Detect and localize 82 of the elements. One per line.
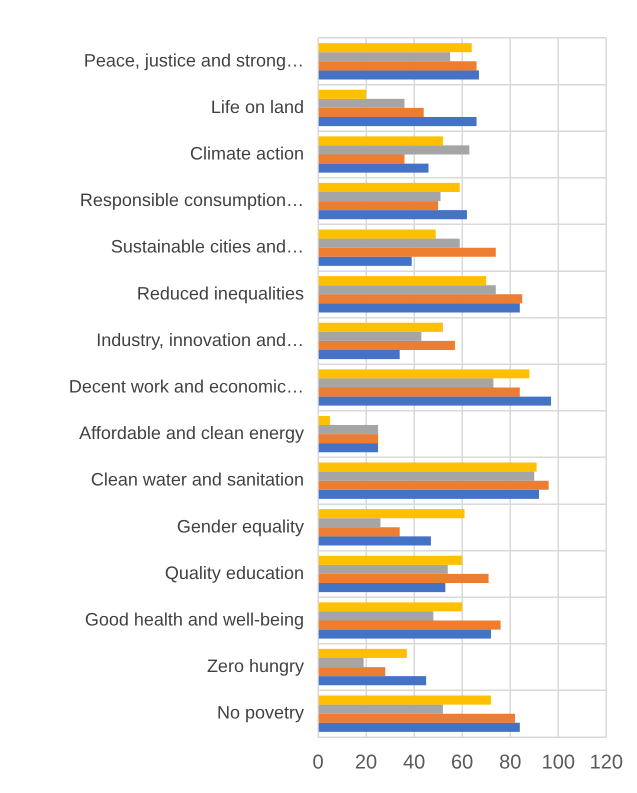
bar: [318, 536, 431, 546]
y-tick-label: Reduced inequalities: [136, 283, 304, 304]
bar: [318, 192, 441, 202]
x-tick-label: 100: [542, 752, 575, 774]
bar: [318, 116, 477, 126]
bar: [318, 388, 520, 397]
y-tick-label: Industry, innovation and…: [96, 330, 304, 350]
bar: [318, 98, 404, 108]
x-tick-label: 80: [499, 752, 522, 774]
bar: [318, 564, 448, 574]
bar: [318, 154, 404, 164]
y-tick-label: Life on land: [210, 96, 304, 117]
bar: [318, 230, 436, 239]
bar: [318, 70, 479, 80]
bar: [318, 52, 450, 62]
bar: [318, 462, 537, 472]
y-tick-label: Responsible consumption…: [80, 190, 304, 210]
y-tick-label: Zero hungry: [206, 656, 304, 676]
bar: [318, 722, 520, 732]
bar: [318, 276, 486, 286]
bar: [318, 332, 422, 341]
x-tick-label: 20: [354, 752, 378, 774]
bar: [318, 210, 467, 220]
bar: [318, 648, 407, 658]
bar: [318, 630, 491, 639]
bar: [318, 658, 364, 668]
bar: [318, 490, 540, 499]
bar: [318, 90, 366, 99]
bar: [318, 201, 438, 210]
bar: [318, 285, 496, 294]
y-tick-label: Peace, justice and strong…: [84, 50, 304, 70]
bar: [318, 416, 330, 426]
bar: [318, 182, 460, 192]
bar: [318, 248, 496, 257]
bar: [318, 527, 400, 536]
bar: [318, 303, 520, 312]
bar: [318, 611, 434, 620]
bar: [318, 238, 460, 248]
bar: [318, 556, 462, 565]
bar: [318, 350, 400, 360]
bar: [318, 61, 477, 70]
bar: [318, 472, 534, 481]
bar: [318, 574, 489, 583]
bar: [318, 714, 516, 723]
bar: [318, 696, 491, 705]
bar: [318, 369, 530, 378]
bar: [318, 582, 446, 592]
bar: [318, 378, 494, 388]
bar: [318, 136, 443, 146]
y-tick-label: Clean water and sanitation: [90, 470, 304, 490]
bar: [318, 620, 501, 630]
bar: [318, 425, 378, 434]
bar: [318, 145, 470, 154]
bar: [318, 667, 386, 676]
bar: [318, 480, 549, 490]
x-tick-label: 60: [451, 752, 474, 774]
bar: [318, 108, 424, 117]
y-tick-label: Climate action: [190, 143, 304, 164]
y-tick-label: No povetry: [216, 702, 304, 723]
bar: [318, 294, 522, 304]
bar: [318, 322, 443, 332]
x-tick-label: 120: [590, 752, 624, 774]
bar: [318, 164, 429, 173]
bar: [318, 256, 412, 266]
x-tick-label: 40: [402, 752, 426, 774]
bar: [318, 434, 378, 444]
bar: [318, 602, 462, 612]
bar: [318, 704, 443, 714]
x-tick-label: 0: [312, 752, 324, 774]
bar: [318, 443, 378, 452]
bar: [318, 396, 552, 406]
bar: [318, 676, 426, 686]
y-tick-label: Sustainable cities and…: [110, 236, 304, 257]
bar: [318, 43, 472, 52]
y-tick-label: Gender equality: [176, 516, 304, 536]
bar: [318, 509, 465, 518]
y-tick-label: Good health and well-being: [84, 609, 304, 630]
y-tick-label: Quality education: [164, 562, 304, 583]
bar: [318, 518, 380, 528]
y-tick-label: Decent work and economic…: [68, 376, 304, 396]
y-tick-label: Affordable and clean energy: [79, 423, 304, 444]
bar: [318, 340, 455, 350]
